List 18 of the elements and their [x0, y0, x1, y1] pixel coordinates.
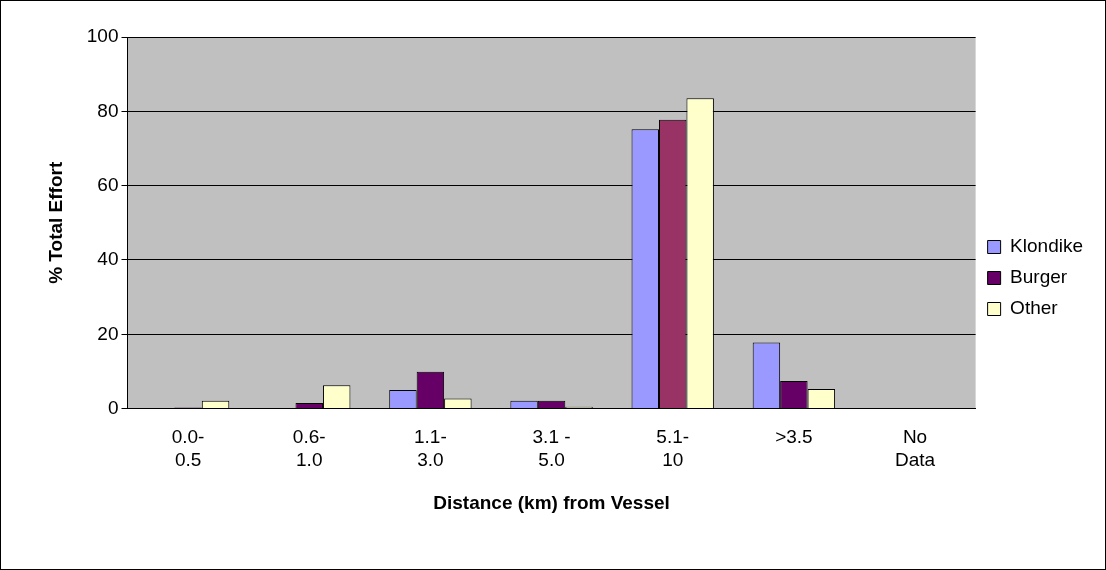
legend-label: Klondike — [1010, 235, 1084, 257]
y-tick-label: 60 — [97, 173, 119, 195]
x-tick-label: 0.0-0.5 — [171, 426, 205, 471]
legend-label: Burger — [1010, 266, 1068, 288]
y-tick-label: 40 — [97, 248, 119, 270]
x-tick-label: No Data — [894, 426, 936, 471]
y-axis-title: % Total Effort — [44, 161, 66, 284]
x-tick-label: 5.1-10 — [656, 426, 690, 471]
y-tick-label: 100 — [86, 25, 119, 47]
x-tick-label: >3.5 — [775, 426, 813, 448]
y-tick-label: 80 — [97, 99, 119, 121]
x-tick-label: 1.1-3.0 — [414, 426, 447, 471]
legend-label: Other — [1010, 297, 1059, 319]
x-axis-title: Distance (km) from Vessel — [433, 491, 670, 513]
y-tick-label: 0 — [107, 396, 119, 418]
x-tick-label: 0.6-1.0 — [292, 426, 326, 471]
y-tick-label: 20 — [97, 322, 119, 344]
x-tick-label: 3.1 - 5.0 — [532, 426, 571, 471]
